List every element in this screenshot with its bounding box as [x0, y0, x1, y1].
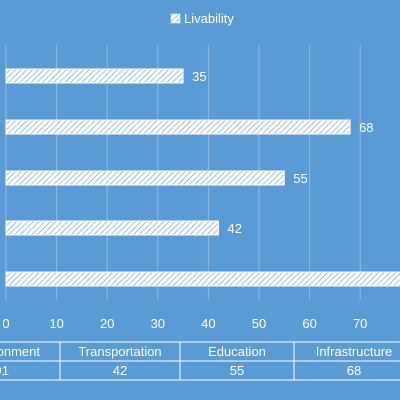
x-tick-0: 0	[2, 316, 9, 331]
table-header-3: Infrastructure	[316, 344, 393, 359]
legend-swatch	[170, 13, 181, 24]
legend: Livability	[170, 11, 234, 26]
table-value-3: 68	[347, 363, 361, 378]
data-table: onment Transportation Education Infrastruct…	[0, 341, 400, 381]
bar-4	[5, 271, 400, 287]
table-value-0: 91	[0, 363, 9, 378]
data-label-1: 68	[359, 120, 373, 135]
table-value-2: 55	[230, 363, 244, 378]
x-tick-60: 60	[302, 316, 316, 331]
x-tick-30: 30	[151, 316, 165, 331]
bar-3	[5, 220, 220, 236]
x-tick-70: 70	[353, 316, 367, 331]
bars	[5, 68, 400, 287]
x-tick-20: 20	[100, 316, 114, 331]
x-tick-10: 10	[49, 316, 63, 331]
bar-1	[5, 119, 351, 135]
data-labels: 35 68 55 42	[192, 69, 373, 236]
table-header-1: Transportation	[78, 344, 161, 359]
table-header-2: Education	[208, 344, 266, 359]
data-label-2: 55	[293, 171, 307, 186]
bar-0	[5, 68, 184, 84]
table-value-1: 42	[113, 363, 127, 378]
x-tick-50: 50	[252, 316, 266, 331]
x-axis-ticks: 0 10 20 30 40 50 60 70	[2, 316, 367, 331]
table-header-0: onment	[0, 344, 40, 359]
x-tick-40: 40	[201, 316, 215, 331]
data-label-3: 42	[228, 221, 242, 236]
bar-2	[5, 170, 285, 186]
data-label-0: 35	[192, 69, 206, 84]
legend-label: Livability	[184, 11, 234, 26]
